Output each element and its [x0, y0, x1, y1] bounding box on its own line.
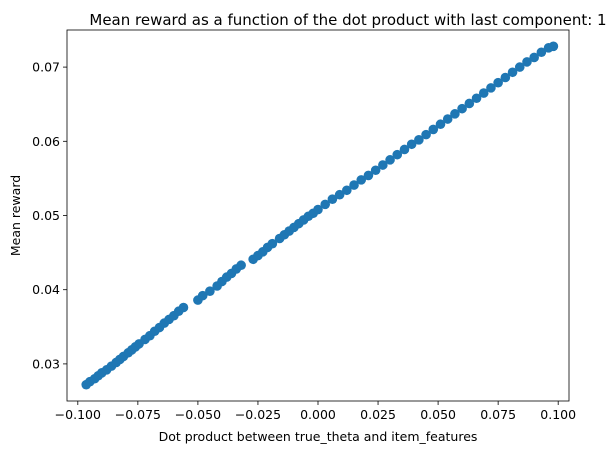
chart-title: Mean reward as a function of the dot pro… — [89, 11, 606, 29]
x-tick-label: −0.075 — [115, 407, 161, 422]
data-point — [392, 149, 403, 160]
x-tick-label: −0.050 — [175, 407, 221, 422]
data-point — [399, 144, 410, 155]
x-tick-label: 0.025 — [360, 407, 396, 422]
y-tick-label: 0.07 — [32, 60, 60, 75]
data-point — [414, 135, 424, 145]
x-tick-label: 0.050 — [420, 407, 456, 422]
data-point — [205, 286, 215, 296]
y-tick-label: 0.06 — [32, 134, 60, 149]
y-tick-label: 0.04 — [32, 282, 60, 297]
y-tick-label: 0.05 — [32, 208, 60, 223]
data-point — [385, 155, 395, 165]
data-point — [421, 129, 431, 140]
data-point — [548, 41, 559, 52]
data-point — [342, 185, 352, 196]
data-point — [267, 238, 278, 249]
data-point — [406, 139, 417, 150]
x-tick-label: 0.000 — [300, 407, 336, 422]
x-tick-label: 0.100 — [540, 407, 576, 422]
data-point — [349, 180, 359, 190]
data-point — [507, 67, 518, 78]
data-point — [356, 175, 367, 185]
data-point — [457, 103, 467, 114]
data-point — [514, 62, 525, 72]
data-point — [529, 52, 539, 63]
data-point — [197, 290, 208, 301]
data-point — [313, 204, 323, 215]
data-point — [442, 114, 453, 124]
y-axis-label: Mean reward — [8, 175, 23, 256]
x-tick-label: 0.075 — [480, 407, 516, 422]
data-point — [378, 160, 388, 170]
data-point — [178, 302, 189, 313]
data-point — [327, 194, 338, 204]
data-point — [428, 124, 439, 135]
data-point — [450, 109, 460, 119]
x-tick-label: −0.025 — [235, 407, 281, 422]
data-point — [334, 189, 345, 200]
data-point — [493, 77, 503, 88]
data-point — [363, 170, 374, 181]
data-point — [320, 199, 331, 210]
data-point — [522, 57, 532, 67]
data-point — [464, 98, 475, 109]
x-axis-ticks: −0.100 −0.075 −0.050 −0.025 0.000 0.025 0.050 0… — [55, 401, 576, 422]
y-tick-label: 0.03 — [32, 356, 60, 371]
data-point — [236, 260, 246, 271]
data-point — [370, 165, 381, 176]
data-point — [478, 88, 489, 98]
y-axis-ticks: 0.03 0.04 0.05 0.06 0.07 — [32, 60, 67, 371]
x-axis-label: Dot product between true_theta and item_… — [159, 429, 478, 444]
data-point — [435, 119, 446, 130]
data-point — [486, 83, 496, 93]
data-points — [81, 41, 559, 390]
data-point — [471, 93, 482, 104]
data-point — [500, 72, 511, 83]
x-tick-label: −0.100 — [55, 407, 101, 422]
data-point — [536, 47, 547, 58]
